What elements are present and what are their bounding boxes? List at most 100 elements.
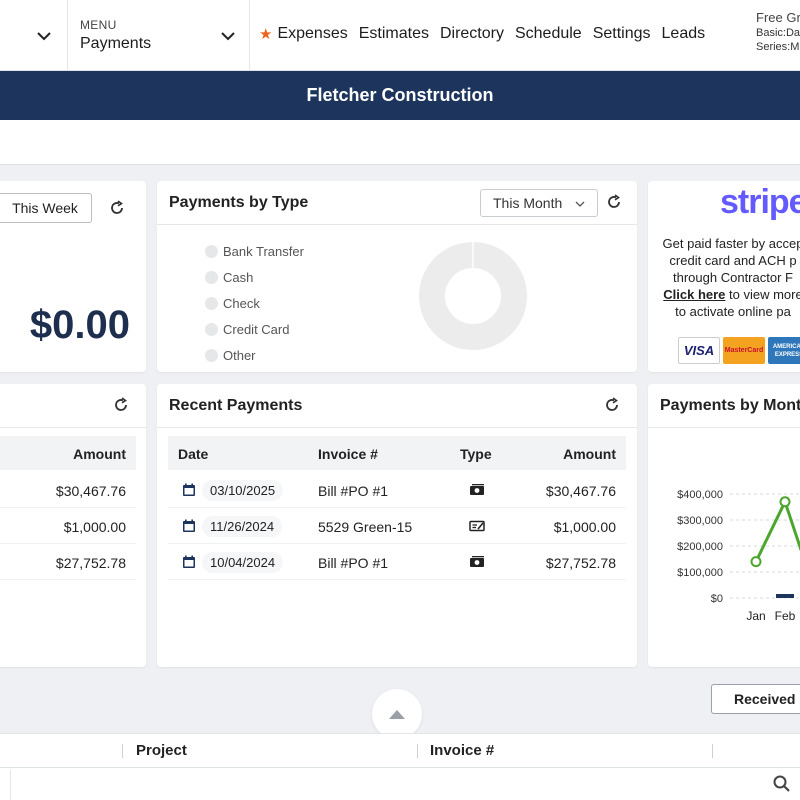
invoice-cell: 5529 Green-15 (318, 519, 413, 535)
promo-line: credit card and ACH p (669, 253, 797, 268)
nav-link-schedule[interactable]: Schedule (514, 25, 582, 42)
company-banner: Fletcher Construction (0, 71, 800, 120)
card-divider (157, 224, 637, 225)
nav-link-directory[interactable]: Directory (439, 25, 504, 42)
nav-link-estimates[interactable]: Estimates (358, 25, 429, 42)
legend-label: Bank Transfer (223, 244, 304, 260)
click-here-link[interactable]: Click here (663, 287, 726, 302)
received-button[interactable]: Received (711, 684, 800, 714)
data-point[interactable] (779, 496, 791, 508)
card-divider (0, 427, 146, 428)
card-divider (648, 427, 800, 428)
menu-title: Payments (80, 35, 152, 52)
amount-cell: $30,467.76 (545, 483, 616, 499)
amount-cell: $27,752.78 (55, 555, 126, 571)
company-name: Fletcher Construction (306, 85, 494, 105)
table-header: Amount (0, 436, 136, 470)
payments-by-type-card: Payments by Type This Month Bank Transfe… (157, 181, 637, 372)
table-row[interactable]: $27,752.78 (0, 544, 136, 580)
payments-table-card: Amount $30,467.76 $1,000.00 $27,752.78 (0, 384, 146, 667)
column-divider (122, 744, 123, 758)
payment-type-donut (419, 242, 527, 350)
amount-cell: $1,000.00 (63, 519, 126, 535)
period-dropdown[interactable]: This Month (480, 189, 598, 217)
legend-item[interactable]: Check (205, 291, 304, 317)
toolbar-strip (0, 120, 800, 165)
payments-by-month-card: Payments by Mont $0 $100,000 $200,000 $300,… (648, 384, 800, 667)
check-icon (469, 520, 485, 532)
column-header-invoice: Invoice # (318, 446, 378, 462)
date-value: 10/04/2024 (202, 551, 284, 573)
column-divider (712, 744, 713, 758)
table-header: Date Invoice # Type Amount (168, 436, 626, 470)
legend-label: Other (223, 347, 256, 363)
refresh-icon[interactable] (605, 193, 623, 211)
column-header-project[interactable]: Project (136, 742, 187, 759)
legend-item[interactable]: Bank Transfer (205, 239, 304, 265)
menu-selector[interactable]: MENU Payments (80, 18, 151, 53)
legend-dot (205, 245, 218, 259)
legend-dot (205, 271, 218, 285)
legend-dot (205, 296, 218, 310)
legend-dot (205, 322, 218, 336)
plan-line: Series:M (756, 41, 800, 53)
date-value: 03/10/2025 (202, 479, 284, 501)
nav-link-settings[interactable]: Settings (592, 25, 651, 42)
amount-cell: $1,000.00 (553, 519, 616, 535)
stripe-promo-card: stripe Get paid faster by accep credit c… (648, 181, 800, 372)
menu-chevron-down-icon[interactable] (218, 26, 238, 46)
top-navigation: MENU Payments ★ Expenses Estimates Direc… (0, 0, 800, 71)
y-tick-label: $300,000 (677, 515, 723, 527)
collapse-button[interactable] (372, 689, 422, 739)
total-amount: $0.00 (29, 303, 130, 347)
this-week-button[interactable]: This Week (0, 193, 92, 223)
cash-icon (470, 484, 484, 495)
legend-item[interactable]: Credit Card (205, 316, 304, 342)
nav-link-expenses[interactable]: Expenses (277, 25, 348, 42)
x-tick-label: Feb (775, 609, 796, 623)
table-row[interactable]: 11/26/2024 5529 Green-15 $1,000.00 (168, 508, 626, 544)
plan-info: Free Gr Basic:Da Series:M (756, 10, 800, 53)
legend-item[interactable]: Cash (205, 265, 304, 291)
mastercard-icon: MasterCard (723, 337, 765, 364)
nav-link-leads[interactable]: Leads (661, 25, 706, 42)
y-tick-label: $400,000 (677, 489, 723, 501)
table-row[interactable]: 03/10/2025 Bill #PO #1 $30,467.76 (168, 472, 626, 508)
x-tick-label: Jan (746, 609, 765, 623)
refresh-icon[interactable] (108, 199, 126, 217)
summary-card: This Week $0.00 (0, 181, 146, 372)
column-header-invoice[interactable]: Invoice # (430, 742, 495, 759)
chevron-down-icon[interactable] (34, 26, 54, 46)
date-cell: 10/04/2024 (182, 550, 284, 574)
amex-icon: AMERICAN EXPRESS (768, 337, 800, 364)
bar-mark (776, 594, 794, 598)
payments-list-header: Project Invoice # (0, 733, 800, 767)
legend-label: Cash (223, 270, 254, 286)
promo-line-rest: to view more (725, 287, 800, 302)
data-point[interactable] (750, 556, 762, 568)
column-header-date: Date (178, 446, 209, 462)
search-icon[interactable] (772, 774, 792, 794)
chevron-up-icon (389, 710, 405, 719)
column-divider (417, 744, 418, 758)
refresh-icon[interactable] (603, 396, 621, 414)
promo-line: through Contractor F (673, 270, 793, 285)
recent-payments-card: Recent Payments Date Invoice # Type Amou… (157, 384, 637, 667)
legend-item[interactable]: Other (205, 342, 304, 368)
y-tick-label: $0 (711, 593, 723, 605)
invoice-cell: Bill #PO #1 (318, 555, 389, 571)
table-row[interactable]: $1,000.00 (0, 508, 136, 544)
menu-label: MENU (80, 18, 117, 32)
payment-type-legend: Bank Transfer Cash Check Credit Card Oth… (205, 239, 304, 368)
nav-divider (249, 0, 250, 70)
table-row[interactable]: 10/04/2024 Bill #PO #1 $27,752.78 (168, 544, 626, 580)
stripe-logo: stripe (720, 183, 800, 221)
refresh-icon[interactable] (112, 396, 130, 414)
table-row[interactable]: $30,467.76 (0, 472, 136, 508)
nav-divider (67, 0, 68, 70)
card-title: Payments by Type (169, 194, 309, 211)
y-tick-label: $200,000 (677, 541, 723, 553)
calendar-icon (183, 483, 195, 496)
card-divider (157, 427, 637, 428)
period-value: This Month (493, 195, 563, 211)
